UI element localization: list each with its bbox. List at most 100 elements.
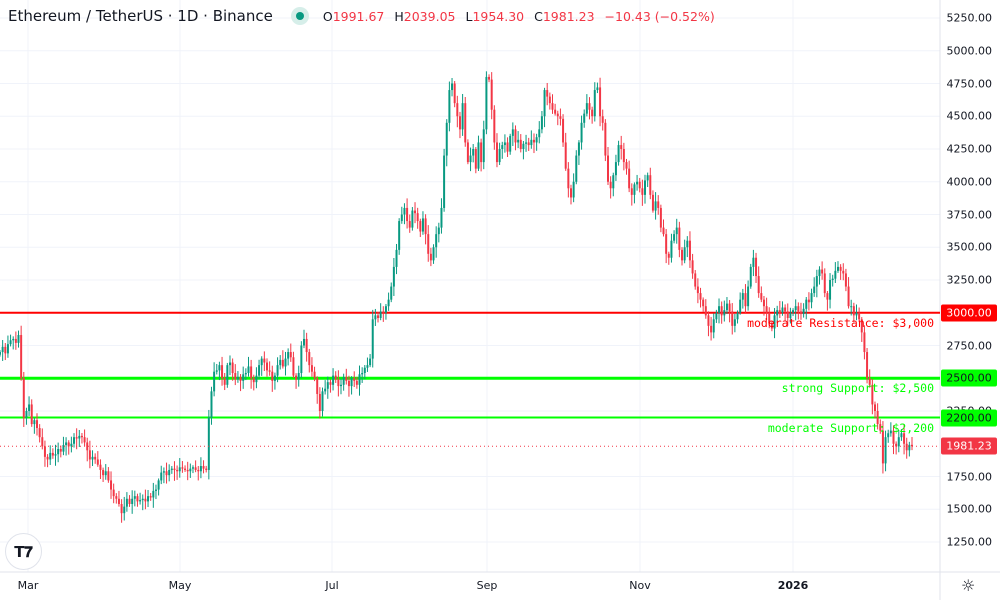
candle-body xyxy=(374,315,377,320)
y-tick-label: 5000.00 xyxy=(946,44,993,58)
candle-body xyxy=(149,496,152,498)
candle xyxy=(850,299,853,316)
candle xyxy=(260,356,263,376)
candle xyxy=(562,114,565,147)
candle xyxy=(226,362,229,388)
candle-body xyxy=(628,168,631,189)
symbol-title[interactable]: Ethereum / TetherUS · 1D · Binance xyxy=(8,7,273,25)
candle xyxy=(170,466,173,474)
candle xyxy=(670,233,673,263)
candle xyxy=(792,308,795,317)
candle xyxy=(41,428,44,450)
candle-body xyxy=(181,467,184,469)
candle xyxy=(371,309,374,368)
candle xyxy=(799,302,802,320)
candle-body xyxy=(480,142,483,163)
candle xyxy=(559,108,562,126)
level-label: moderate Resistance: $3,000 xyxy=(747,315,934,330)
candle xyxy=(279,355,282,370)
candle xyxy=(205,465,208,473)
candle xyxy=(326,376,329,399)
candle xyxy=(622,142,625,171)
candle xyxy=(329,379,332,393)
candle-body xyxy=(662,227,665,235)
candle xyxy=(773,308,776,339)
candle xyxy=(123,496,126,521)
candle xyxy=(310,357,313,377)
candle xyxy=(741,288,744,309)
candle xyxy=(527,137,530,151)
candle xyxy=(715,309,718,323)
candle-body xyxy=(268,370,271,372)
settings-gear-icon[interactable]: ☼ xyxy=(961,576,976,595)
candle-body xyxy=(665,234,668,254)
candle-body xyxy=(823,273,826,294)
ohlc-readout: O1991.67 H2039.05 L1954.30 C1981.23 −10.… xyxy=(323,9,715,24)
candle xyxy=(181,461,184,473)
candle xyxy=(440,198,443,234)
candle xyxy=(194,460,197,473)
candle-body xyxy=(231,362,234,374)
candle xyxy=(303,329,305,349)
candle xyxy=(691,253,694,279)
candle xyxy=(881,421,884,474)
candle-body xyxy=(614,162,617,176)
candle-body xyxy=(591,109,594,117)
candle xyxy=(456,95,459,128)
candle-body xyxy=(427,234,430,254)
candle xyxy=(305,332,308,362)
candle xyxy=(596,82,599,94)
candle-body xyxy=(303,338,305,346)
candle xyxy=(429,247,432,267)
candle xyxy=(731,303,734,335)
candle-body xyxy=(575,155,578,182)
candle-body xyxy=(316,378,319,394)
candle xyxy=(313,366,316,382)
candle-body xyxy=(14,338,17,343)
candle xyxy=(567,162,570,198)
candle xyxy=(694,270,697,290)
candle xyxy=(815,269,818,298)
candle xyxy=(414,202,417,224)
candle-body xyxy=(625,162,628,169)
candle xyxy=(0,350,1,357)
candle-body xyxy=(562,118,565,143)
candle-body xyxy=(160,472,163,481)
candle-body xyxy=(834,270,837,279)
candle-body xyxy=(20,335,23,379)
candle xyxy=(36,413,39,436)
candle xyxy=(384,303,387,320)
candle xyxy=(535,133,538,151)
candle xyxy=(165,462,168,484)
candle xyxy=(855,304,858,321)
y-tick-label: 4500.00 xyxy=(946,109,993,123)
candle-body xyxy=(712,319,715,333)
candle xyxy=(80,433,83,444)
tradingview-logo[interactable]: T𝟕 xyxy=(5,533,42,570)
candle xyxy=(784,304,787,322)
candle-body xyxy=(202,466,205,469)
candle-body xyxy=(292,357,295,376)
candle xyxy=(636,174,639,191)
candle-body xyxy=(117,498,120,505)
open-label: O xyxy=(322,8,333,24)
candle-body xyxy=(440,207,443,228)
candle-body xyxy=(503,142,506,146)
candle-body xyxy=(308,352,311,366)
candle xyxy=(435,226,438,258)
candle xyxy=(255,367,258,389)
candle-body xyxy=(326,382,329,389)
candle xyxy=(490,72,493,120)
candle xyxy=(834,262,837,284)
candle xyxy=(720,301,723,324)
candle xyxy=(588,97,591,120)
candle-body xyxy=(258,365,261,376)
candle-body xyxy=(398,221,401,250)
level-price-tag: 2500.00 xyxy=(941,369,997,387)
level-price-tag: 3000.00 xyxy=(941,304,997,322)
candle-body xyxy=(723,310,726,316)
candle-body xyxy=(897,437,900,447)
candle xyxy=(78,429,81,448)
candle-body xyxy=(213,371,216,392)
